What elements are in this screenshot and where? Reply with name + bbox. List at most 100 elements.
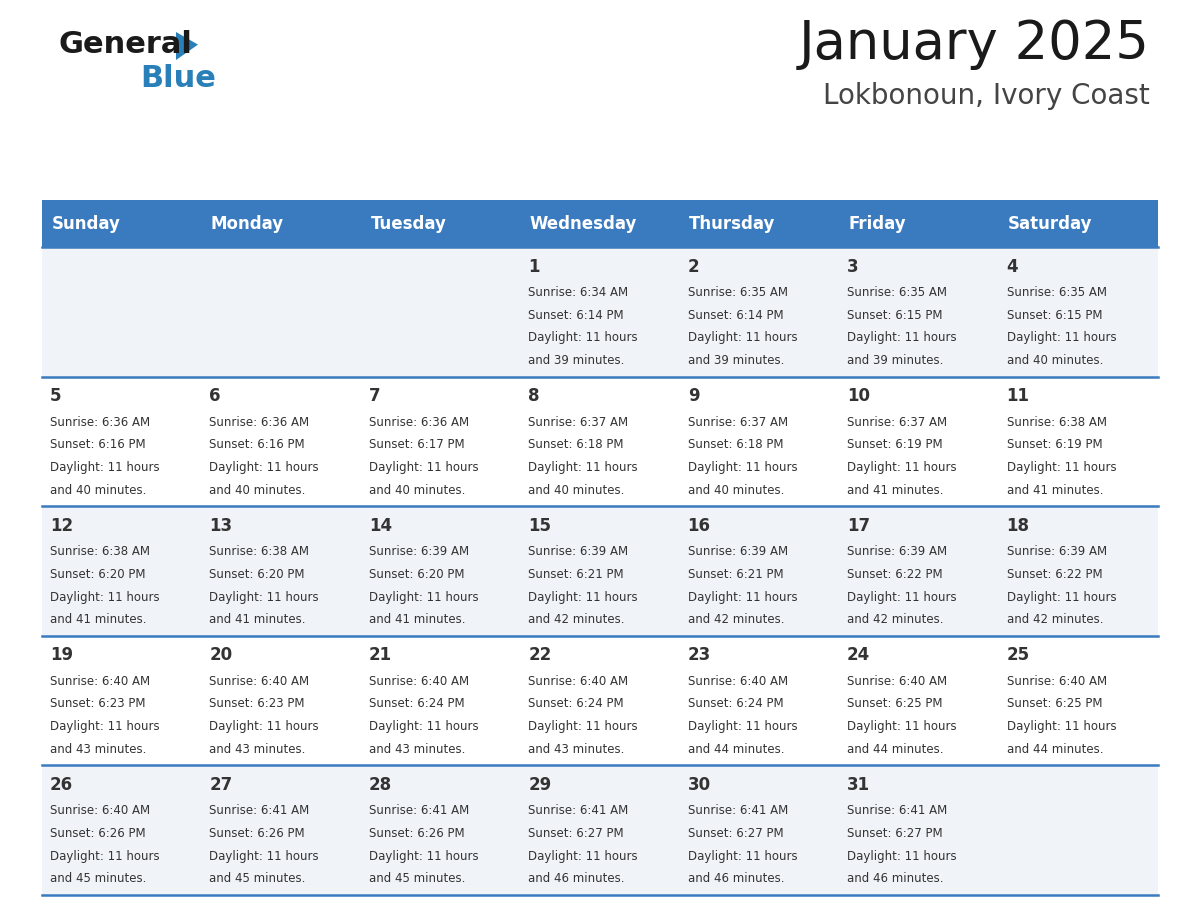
Bar bbox=[999, 247, 1158, 376]
Text: Sunrise: 6:40 AM: Sunrise: 6:40 AM bbox=[50, 675, 150, 688]
Bar bbox=[999, 376, 1158, 507]
Text: Daylight: 11 hours: Daylight: 11 hours bbox=[688, 590, 797, 603]
Text: Sunrise: 6:36 AM: Sunrise: 6:36 AM bbox=[50, 416, 150, 429]
Text: Sunrise: 6:41 AM: Sunrise: 6:41 AM bbox=[368, 804, 469, 817]
Text: Lokbonoun, Ivory Coast: Lokbonoun, Ivory Coast bbox=[823, 82, 1150, 110]
Text: 22: 22 bbox=[529, 646, 551, 665]
Text: Sunset: 6:26 PM: Sunset: 6:26 PM bbox=[209, 827, 305, 840]
Text: Sunset: 6:20 PM: Sunset: 6:20 PM bbox=[368, 568, 465, 581]
Bar bbox=[520, 636, 680, 766]
Bar bbox=[680, 247, 839, 376]
Text: Sunrise: 6:41 AM: Sunrise: 6:41 AM bbox=[529, 804, 628, 817]
Text: Daylight: 11 hours: Daylight: 11 hours bbox=[688, 461, 797, 474]
Bar bbox=[361, 766, 520, 895]
Text: Sunset: 6:23 PM: Sunset: 6:23 PM bbox=[50, 698, 145, 711]
Text: Sunset: 6:27 PM: Sunset: 6:27 PM bbox=[688, 827, 783, 840]
Text: Saturday: Saturday bbox=[1009, 215, 1093, 232]
Text: 31: 31 bbox=[847, 776, 871, 794]
Text: and 46 minutes.: and 46 minutes. bbox=[688, 872, 784, 885]
Text: Sunset: 6:24 PM: Sunset: 6:24 PM bbox=[688, 698, 783, 711]
Text: Sunrise: 6:40 AM: Sunrise: 6:40 AM bbox=[847, 675, 947, 688]
Text: Sunset: 6:19 PM: Sunset: 6:19 PM bbox=[1006, 438, 1102, 452]
Text: Monday: Monday bbox=[211, 215, 284, 232]
Text: and 41 minutes.: and 41 minutes. bbox=[50, 613, 146, 626]
Text: and 41 minutes.: and 41 minutes. bbox=[847, 484, 943, 497]
Text: 11: 11 bbox=[1006, 387, 1030, 405]
Bar bbox=[680, 507, 839, 636]
Text: Sunrise: 6:41 AM: Sunrise: 6:41 AM bbox=[688, 804, 788, 817]
Text: Sunrise: 6:40 AM: Sunrise: 6:40 AM bbox=[688, 675, 788, 688]
Bar bbox=[42, 247, 202, 376]
Bar bbox=[680, 200, 839, 247]
Text: and 42 minutes.: and 42 minutes. bbox=[847, 613, 943, 626]
Text: Sunrise: 6:39 AM: Sunrise: 6:39 AM bbox=[1006, 545, 1107, 558]
Text: Daylight: 11 hours: Daylight: 11 hours bbox=[847, 590, 956, 603]
Bar bbox=[520, 376, 680, 507]
Text: 16: 16 bbox=[688, 517, 710, 534]
Text: Sunset: 6:14 PM: Sunset: 6:14 PM bbox=[529, 308, 624, 322]
Text: 15: 15 bbox=[529, 517, 551, 534]
Text: and 41 minutes.: and 41 minutes. bbox=[209, 613, 305, 626]
Text: 10: 10 bbox=[847, 387, 870, 405]
Text: 1: 1 bbox=[529, 258, 539, 275]
Text: Daylight: 11 hours: Daylight: 11 hours bbox=[50, 461, 159, 474]
Text: 23: 23 bbox=[688, 646, 710, 665]
Text: Daylight: 11 hours: Daylight: 11 hours bbox=[368, 461, 479, 474]
Text: 12: 12 bbox=[50, 517, 74, 534]
Bar bbox=[202, 200, 361, 247]
Bar bbox=[42, 507, 202, 636]
Bar bbox=[839, 507, 999, 636]
Text: Daylight: 11 hours: Daylight: 11 hours bbox=[529, 331, 638, 344]
Text: and 43 minutes.: and 43 minutes. bbox=[368, 743, 466, 756]
Text: Daylight: 11 hours: Daylight: 11 hours bbox=[1006, 590, 1117, 603]
Bar bbox=[42, 636, 202, 766]
Text: Daylight: 11 hours: Daylight: 11 hours bbox=[688, 720, 797, 733]
Bar bbox=[680, 636, 839, 766]
Polygon shape bbox=[176, 32, 198, 60]
Text: Daylight: 11 hours: Daylight: 11 hours bbox=[847, 461, 956, 474]
Bar bbox=[42, 766, 202, 895]
Text: and 45 minutes.: and 45 minutes. bbox=[368, 872, 466, 885]
Text: Tuesday: Tuesday bbox=[371, 215, 447, 232]
Text: 5: 5 bbox=[50, 387, 62, 405]
Bar bbox=[999, 200, 1158, 247]
Text: 19: 19 bbox=[50, 646, 74, 665]
Text: Sunset: 6:22 PM: Sunset: 6:22 PM bbox=[847, 568, 943, 581]
Text: Daylight: 11 hours: Daylight: 11 hours bbox=[847, 331, 956, 344]
Text: General: General bbox=[58, 30, 192, 59]
Text: 30: 30 bbox=[688, 776, 710, 794]
Bar bbox=[361, 636, 520, 766]
Bar bbox=[520, 507, 680, 636]
Text: Daylight: 11 hours: Daylight: 11 hours bbox=[847, 850, 956, 863]
Text: January 2025: January 2025 bbox=[800, 18, 1150, 70]
Bar bbox=[999, 636, 1158, 766]
Text: Sunrise: 6:41 AM: Sunrise: 6:41 AM bbox=[847, 804, 947, 817]
Bar bbox=[202, 507, 361, 636]
Text: Sunrise: 6:39 AM: Sunrise: 6:39 AM bbox=[847, 545, 947, 558]
Text: Sunrise: 6:35 AM: Sunrise: 6:35 AM bbox=[1006, 286, 1106, 299]
Text: Daylight: 11 hours: Daylight: 11 hours bbox=[688, 850, 797, 863]
Text: Blue: Blue bbox=[140, 64, 216, 93]
Text: and 39 minutes.: and 39 minutes. bbox=[529, 354, 625, 367]
Text: 6: 6 bbox=[209, 387, 221, 405]
Text: and 45 minutes.: and 45 minutes. bbox=[50, 872, 146, 885]
Text: Sunset: 6:25 PM: Sunset: 6:25 PM bbox=[1006, 698, 1102, 711]
Text: Daylight: 11 hours: Daylight: 11 hours bbox=[209, 590, 320, 603]
Text: 14: 14 bbox=[368, 517, 392, 534]
Text: Sunset: 6:15 PM: Sunset: 6:15 PM bbox=[1006, 308, 1102, 322]
Text: 24: 24 bbox=[847, 646, 871, 665]
Bar bbox=[680, 766, 839, 895]
Text: Sunset: 6:18 PM: Sunset: 6:18 PM bbox=[688, 438, 783, 452]
Text: Daylight: 11 hours: Daylight: 11 hours bbox=[529, 590, 638, 603]
Bar bbox=[520, 766, 680, 895]
Text: 21: 21 bbox=[368, 646, 392, 665]
Text: and 40 minutes.: and 40 minutes. bbox=[50, 484, 146, 497]
Text: Daylight: 11 hours: Daylight: 11 hours bbox=[529, 720, 638, 733]
Text: Sunset: 6:16 PM: Sunset: 6:16 PM bbox=[209, 438, 305, 452]
Text: Daylight: 11 hours: Daylight: 11 hours bbox=[368, 590, 479, 603]
Bar bbox=[202, 636, 361, 766]
Text: Daylight: 11 hours: Daylight: 11 hours bbox=[50, 850, 159, 863]
Bar bbox=[202, 376, 361, 507]
Text: 8: 8 bbox=[529, 387, 539, 405]
Text: and 40 minutes.: and 40 minutes. bbox=[368, 484, 466, 497]
